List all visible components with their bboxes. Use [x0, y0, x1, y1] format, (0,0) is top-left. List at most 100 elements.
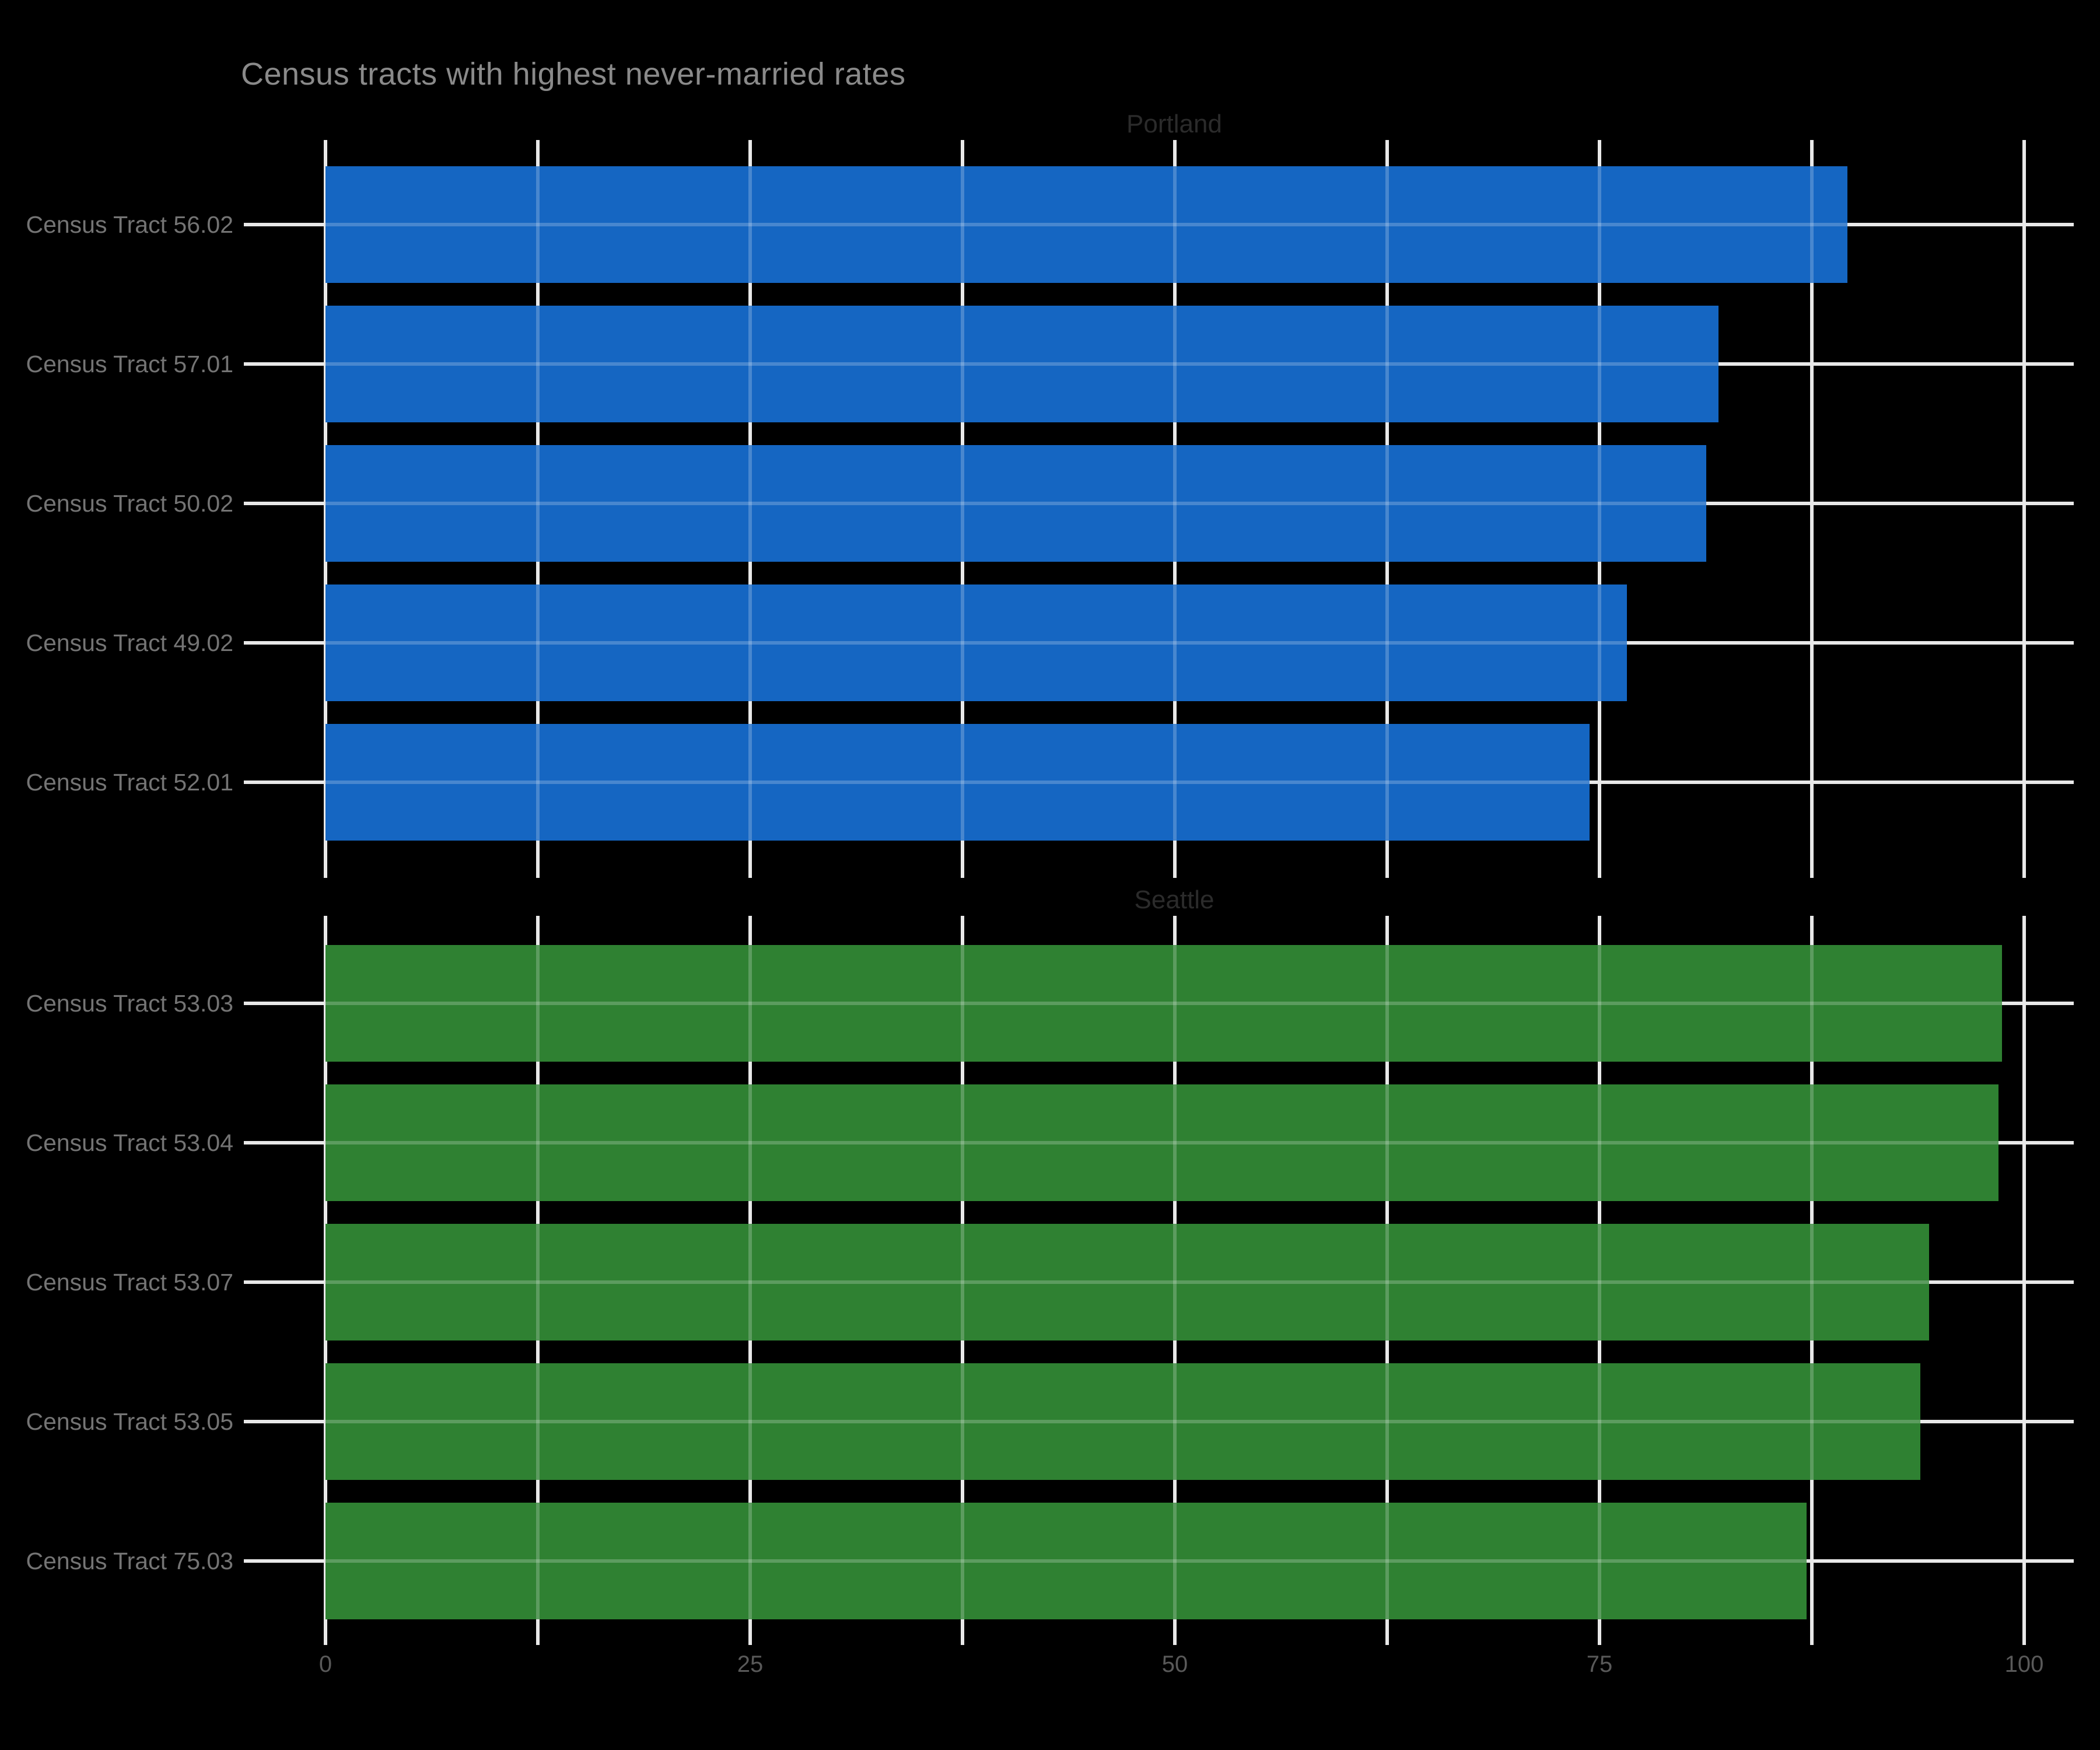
vertical-gridline-over-bar [748, 1084, 752, 1201]
y-axis-label: Census Tract 50.02 [26, 490, 233, 517]
axis-tick-bottom [536, 860, 540, 878]
axis-tick-bottom [536, 1628, 540, 1645]
y-axis-label: Census Tract 56.02 [26, 211, 233, 238]
vertical-gridline-over-bar [748, 1503, 752, 1619]
y-axis-label: Census Tract 52.01 [26, 769, 233, 796]
bar [326, 306, 1718, 422]
axis-tick-bottom [1598, 860, 1601, 878]
axis-tick-top [961, 140, 964, 158]
vertical-gridline-over-bar [1173, 1363, 1177, 1480]
axis-tick-top [1173, 916, 1177, 933]
vertical-gridline-over-bar [1385, 306, 1389, 422]
axis-tick-bottom [961, 1628, 964, 1645]
axis-tick-bottom [324, 1628, 327, 1645]
bar [326, 584, 1627, 701]
axis-tick-bottom [2022, 1628, 2026, 1645]
axis-tick-bottom [324, 860, 327, 878]
axis-tick-top [748, 140, 752, 158]
y-axis-label: Census Tract 53.04 [26, 1129, 233, 1156]
vertical-gridline-over-bar [961, 445, 964, 562]
axis-tick-top [1385, 140, 1389, 158]
vertical-gridline-over-bar [961, 1363, 964, 1480]
axis-tick-bottom [961, 860, 964, 878]
y-axis-label: Census Tract 53.07 [26, 1269, 233, 1296]
axis-tick-bottom [1598, 1628, 1601, 1645]
vertical-gridline-over-bar [536, 1503, 540, 1619]
axis-tick-top [1598, 916, 1601, 933]
axis-tick-bottom [1385, 1628, 1389, 1645]
axis-tick-top [1385, 916, 1389, 933]
facet-label-seattle: Seattle [1134, 886, 1214, 914]
vertical-gridline [2022, 158, 2026, 860]
axis-tick-bottom [2022, 860, 2026, 878]
y-axis-label: Census Tract 53.05 [26, 1408, 233, 1435]
vertical-gridline-over-bar [1385, 445, 1389, 562]
bar [326, 1084, 1999, 1201]
vertical-gridline-over-bar [536, 584, 540, 701]
vertical-gridline-over-bar [1598, 166, 1601, 283]
horizontal-gridline-over-bar [326, 780, 1590, 784]
axis-tick-top [1173, 140, 1177, 158]
vertical-gridline-over-bar [1598, 1084, 1601, 1201]
y-axis-label: Census Tract 57.01 [26, 351, 233, 377]
vertical-gridline-over-bar [1385, 1084, 1389, 1201]
horizontal-gridline-over-bar [326, 1559, 1807, 1563]
horizontal-gridline-over-bar [326, 1141, 1999, 1144]
horizontal-gridline-over-bar [326, 1280, 1929, 1284]
vertical-gridline-over-bar [1598, 445, 1601, 562]
vertical-gridline-over-bar [1598, 306, 1601, 422]
axis-tick-top [2022, 140, 2026, 158]
vertical-gridline-over-bar [1598, 945, 1601, 1062]
vertical-gridline-over-bar [1385, 166, 1389, 283]
vertical-gridline-over-bar [1385, 584, 1389, 701]
vertical-gridline-over-bar [536, 724, 540, 841]
vertical-gridline-over-bar [536, 445, 540, 562]
bar [326, 445, 1707, 562]
vertical-gridline-over-bar [536, 945, 540, 1062]
axis-tick-bottom [1810, 860, 1814, 878]
bar [326, 724, 1590, 841]
x-tick-label: 0 [318, 1651, 332, 1677]
vertical-gridline-over-bar [1385, 724, 1389, 841]
horizontal-gridline-over-bar [326, 502, 1707, 505]
vertical-gridline-over-bar [748, 1363, 752, 1480]
facet-label-portland: Portland [1126, 110, 1222, 138]
vertical-gridline-over-bar [961, 306, 964, 422]
vertical-gridline-over-bar [961, 584, 964, 701]
axis-tick-bottom [748, 860, 752, 878]
vertical-gridline-over-bar [1173, 724, 1177, 841]
horizontal-gridline-over-bar [326, 362, 1718, 366]
axis-tick-top [324, 916, 327, 933]
vertical-gridline-over-bar [748, 945, 752, 1062]
axis-tick-top [324, 140, 327, 158]
vertical-gridline-over-bar [1810, 1224, 1814, 1340]
vertical-gridline-over-bar [961, 166, 964, 283]
x-tick-label: 50 [1161, 1651, 1188, 1677]
y-axis-label: Census Tract 75.03 [26, 1548, 233, 1574]
chart-title: Census tracts with highest never-married… [241, 57, 906, 92]
vertical-gridline-over-bar [1173, 166, 1177, 283]
vertical-gridline-over-bar [748, 584, 752, 701]
vertical-gridline-over-bar [1173, 1084, 1177, 1201]
vertical-gridline-over-bar [1385, 1224, 1389, 1340]
y-axis-label: Census Tract 53.03 [26, 990, 233, 1017]
bar [326, 166, 1848, 283]
horizontal-gridline-over-bar [326, 1002, 2003, 1005]
vertical-gridline-over-bar [1810, 1084, 1814, 1201]
vertical-gridline-over-bar [1598, 1224, 1601, 1340]
bar [326, 1363, 1921, 1480]
axis-tick-top [1810, 140, 1814, 158]
vertical-gridline-over-bar [748, 306, 752, 422]
vertical-gridline-over-bar [1173, 584, 1177, 701]
vertical-gridline-over-bar [748, 724, 752, 841]
vertical-gridline-over-bar [961, 1503, 964, 1619]
bar [326, 1224, 1929, 1340]
vertical-gridline-over-bar [1810, 1363, 1814, 1480]
axis-tick-top [2022, 916, 2026, 933]
vertical-gridline-over-bar [536, 1224, 540, 1340]
horizontal-gridline-over-bar [326, 641, 1627, 645]
vertical-gridline-over-bar [1598, 584, 1601, 701]
vertical-gridline-over-bar [1598, 1503, 1601, 1619]
vertical-gridline-over-bar [1173, 445, 1177, 562]
